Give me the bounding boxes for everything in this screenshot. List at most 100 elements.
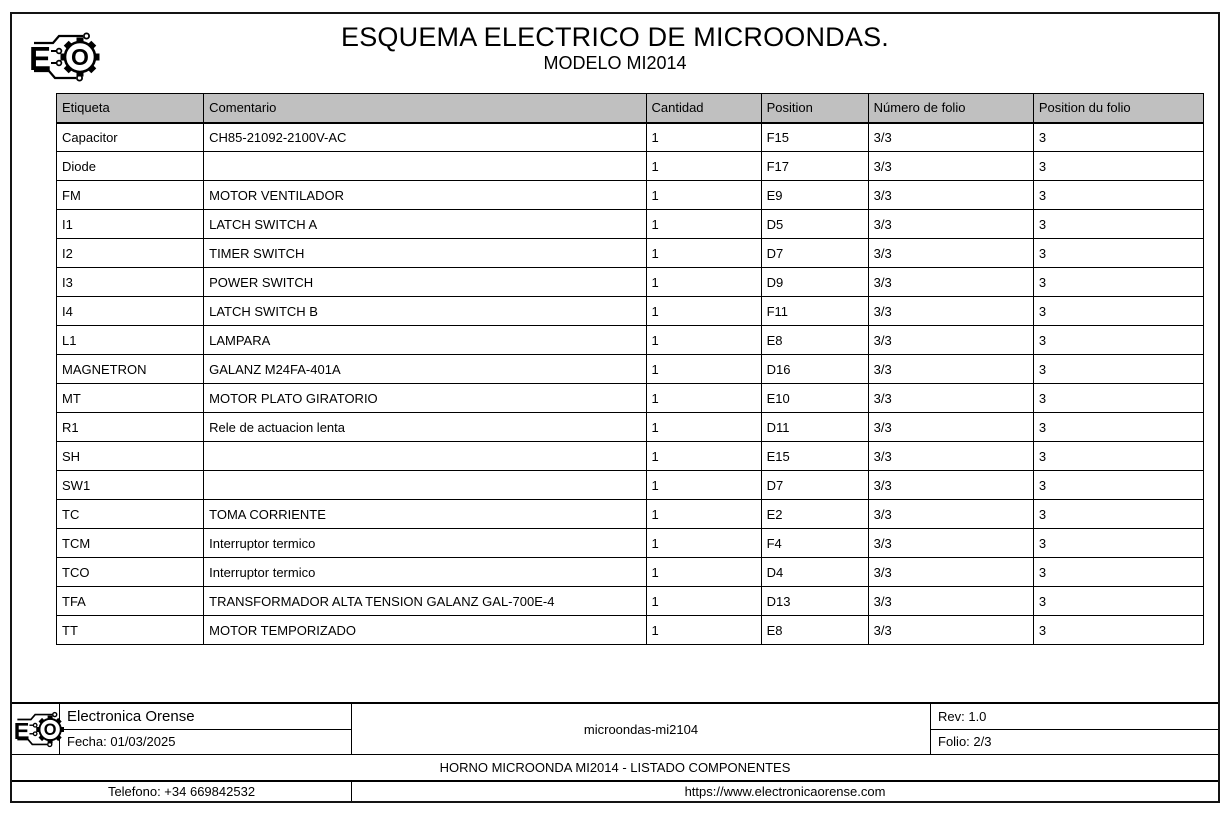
- table-cell: F11: [760, 296, 869, 326]
- phone-number: Telefono: +34 669842532: [12, 782, 352, 801]
- table-cell: Capacitor: [55, 122, 205, 152]
- folio: Folio: 2/3: [938, 734, 992, 750]
- table-cell: 1: [645, 499, 762, 529]
- table-row: MAGNETRON GALANZ M24FA-401A 1 D16 3/3 3: [55, 354, 1205, 384]
- table-cell: 3: [1032, 238, 1205, 268]
- footer-rev-cell: Rev: 1.0 Folio: 2/3: [930, 704, 1218, 754]
- table-cell: 3: [1032, 528, 1205, 558]
- schematic-page: E O ESQUEMA ELECTRICO DE MICROONDAS. MOD…: [10, 12, 1220, 803]
- table-cell: TC: [55, 499, 205, 529]
- table-row: L1 LAMPARA 1 E8 3/3 3: [55, 325, 1205, 355]
- table-cell: LAMPARA: [203, 325, 647, 355]
- components-table: Etiqueta Comentario Cantidad Position Número…: [55, 93, 1205, 645]
- table-row: MT MOTOR PLATO GIRATORIO 1 E10 3/3 3: [55, 383, 1205, 413]
- table-cell: 3: [1032, 557, 1205, 587]
- table-cell: 3: [1032, 151, 1205, 181]
- gear-icon: O: [60, 37, 100, 77]
- table-cell: 3: [1032, 354, 1205, 384]
- table-cell: 3/3: [867, 209, 1034, 239]
- website-url: https://www.electronicaorense.com: [684, 784, 886, 799]
- table-cell: E8: [760, 615, 869, 645]
- table-cell: E10: [760, 383, 869, 413]
- column-header: Position du folio: [1032, 93, 1205, 124]
- table-cell: 3: [1032, 615, 1205, 645]
- column-header: Número de folio: [867, 93, 1034, 124]
- logo-letter-o: O: [44, 721, 57, 739]
- table-cell: 3/3: [867, 586, 1034, 616]
- table-cell: E8: [760, 325, 869, 355]
- table-cell: 3/3: [867, 325, 1034, 355]
- sheet-title: HORNO MICROONDA MI2014 - LISTADO COMPONE…: [12, 754, 1218, 780]
- table-cell: 3/3: [867, 528, 1034, 558]
- table-cell: 3/3: [867, 267, 1034, 297]
- table-cell: D4: [760, 557, 869, 587]
- table-cell: LATCH SWITCH B: [203, 296, 647, 326]
- table-cell: 3/3: [867, 615, 1034, 645]
- table-cell: 3/3: [867, 383, 1034, 413]
- table-cell: D7: [760, 470, 869, 500]
- table-row: R1 Rele de actuacion lenta 1 D11 3/3 3: [55, 412, 1205, 442]
- table-cell: SW1: [55, 470, 205, 500]
- table-row: Capacitor CH85-21092-2100V-AC 1 F15 3/3 3: [55, 122, 1205, 152]
- title-block-footer: E: [12, 702, 1218, 801]
- table-header-row: Etiqueta Comentario Cantidad Position Número…: [55, 93, 1205, 124]
- table-cell: D11: [760, 412, 869, 442]
- column-header: Etiqueta: [55, 93, 205, 124]
- footer-logo-cell: E: [12, 704, 64, 754]
- table-cell: 1: [645, 354, 762, 384]
- table-cell: GALANZ M24FA-401A: [203, 354, 647, 384]
- table-cell: 3/3: [867, 354, 1034, 384]
- table-cell: I4: [55, 296, 205, 326]
- table-row: TFA TRANSFORMADOR ALTA TENSION GALANZ GAL…: [55, 586, 1205, 616]
- table-cell: MT: [55, 383, 205, 413]
- table-cell: I3: [55, 267, 205, 297]
- table-cell: [203, 441, 647, 471]
- page-subtitle: MODELO MI2014: [543, 53, 687, 74]
- table-row: I1 LATCH SWITCH A 1 D5 3/3 3: [55, 209, 1205, 239]
- table-row: TC TOMA CORRIENTE 1 E2 3/3 3: [55, 499, 1205, 529]
- table-cell: 1: [645, 209, 762, 239]
- table-cell: 1: [645, 412, 762, 442]
- table-cell: CH85-21092-2100V-AC: [203, 122, 647, 152]
- table-cell: 1: [645, 325, 762, 355]
- table-cell: TOMA CORRIENTE: [203, 499, 647, 529]
- company-logo-icon: E: [14, 711, 64, 748]
- table-cell: 3: [1032, 267, 1205, 297]
- column-header: Cantidad: [645, 93, 762, 124]
- table-cell: 3: [1032, 586, 1205, 616]
- table-cell: I1: [55, 209, 205, 239]
- table-row: FM MOTOR VENTILADOR 1 E9 3/3 3: [55, 180, 1205, 210]
- table-cell: 1: [645, 470, 762, 500]
- table-cell: 3: [1032, 122, 1205, 152]
- table-cell: [203, 151, 647, 181]
- table-cell: L1: [55, 325, 205, 355]
- table-cell: D16: [760, 354, 869, 384]
- table-cell: [203, 470, 647, 500]
- table-cell: 3/3: [867, 238, 1034, 268]
- document-date: Fecha: 01/03/2025: [67, 734, 176, 750]
- gear-icon: O: [36, 715, 64, 744]
- table-cell: TT: [55, 615, 205, 645]
- table-cell: D5: [760, 209, 869, 239]
- column-header: Comentario: [203, 93, 647, 124]
- page-title: ESQUEMA ELECTRICO DE MICROONDAS.: [341, 22, 889, 52]
- table-row: TCM Interruptor termico 1 F4 3/3 3: [55, 528, 1205, 558]
- table-cell: 1: [645, 180, 762, 210]
- table-cell: 3: [1032, 325, 1205, 355]
- column-header: Position: [760, 93, 869, 124]
- table-row: TCO Interruptor termico 1 D4 3/3 3: [55, 557, 1205, 587]
- company-name: Electronica Orense: [60, 704, 351, 730]
- table-cell: MOTOR PLATO GIRATORIO: [203, 383, 647, 413]
- table-cell: 1: [645, 267, 762, 297]
- title-block: ESQUEMA ELECTRICO DE MICROONDAS. MODELO …: [12, 22, 1218, 75]
- table-cell: 1: [645, 557, 762, 587]
- table-cell: F4: [760, 528, 869, 558]
- table-cell: E15: [760, 441, 869, 471]
- table-cell: 3: [1032, 296, 1205, 326]
- table-body: Capacitor CH85-21092-2100V-AC 1 F15 3/3 3 Diod…: [55, 122, 1205, 645]
- revision: Rev: 1.0: [931, 704, 1218, 730]
- table-cell: 3/3: [867, 180, 1034, 210]
- table-cell: F17: [760, 151, 869, 181]
- table-cell: TCM: [55, 528, 205, 558]
- table-cell: D7: [760, 238, 869, 268]
